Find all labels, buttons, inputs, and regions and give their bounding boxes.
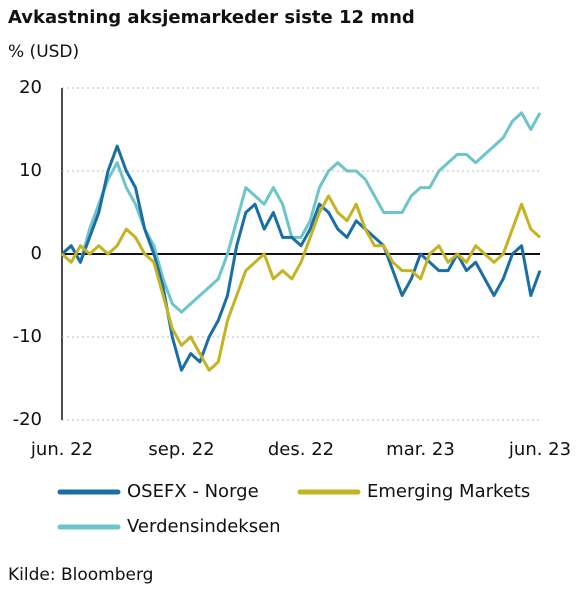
x-tick-label: jun. 23: [508, 439, 571, 460]
legend-label: Verdensindeksen: [127, 516, 281, 537]
legend-label: OSEFX - Norge: [127, 481, 259, 502]
y-tick-label: 10: [19, 160, 42, 181]
x-tick-label: mar. 23: [386, 439, 455, 460]
x-tick-label: des. 22: [268, 439, 334, 460]
x-tick-label: sep. 22: [148, 439, 214, 460]
line-series: [60, 111, 542, 314]
y-axis-label: % (USD): [8, 42, 79, 62]
y-tick-label: -20: [13, 409, 42, 430]
y-tick-label: 0: [31, 243, 42, 264]
line-series: [60, 194, 542, 372]
y-tick-label: -10: [13, 326, 42, 347]
y-tick-label: 20: [19, 77, 42, 98]
line-series: [60, 144, 542, 372]
x-tick-label: jun. 22: [30, 439, 93, 460]
source: Kilde: Bloomberg: [8, 565, 153, 585]
chart-title: Avkastning aksjemarkeder siste 12 mnd: [8, 7, 415, 28]
legend-label: Emerging Markets: [367, 481, 530, 502]
